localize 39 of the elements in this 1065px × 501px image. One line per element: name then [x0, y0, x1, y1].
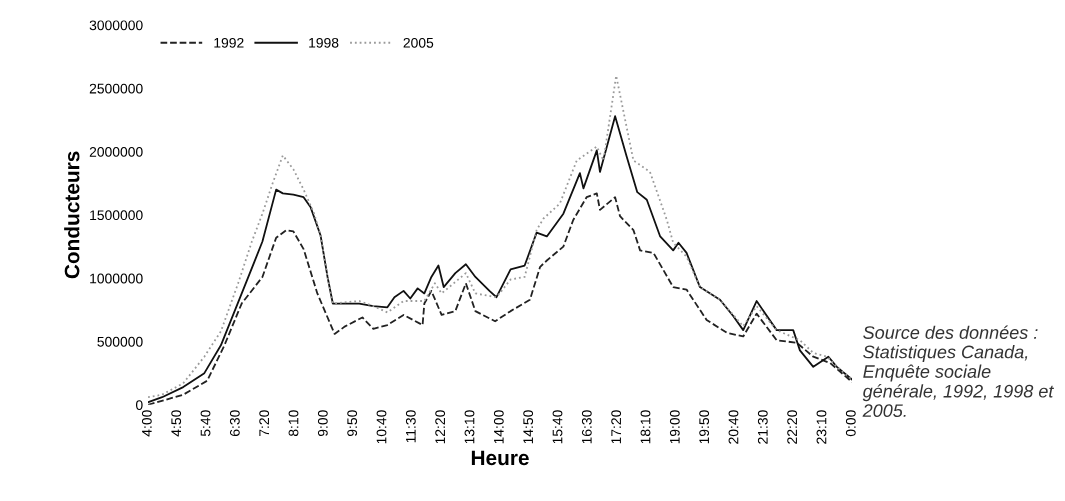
y-tick-label: 2000000	[89, 146, 143, 157]
x-tick-label: 4:50	[171, 410, 182, 437]
y-tick-label: 0	[135, 400, 143, 410]
x-tick-label: 18:10	[640, 410, 651, 444]
x-tick-label: 9:00	[317, 410, 328, 437]
x-tick-label: 10:40	[376, 410, 387, 444]
legend-label: 2005	[403, 37, 434, 48]
x-tick-label: 15:40	[552, 410, 563, 444]
y-tick-label: 1000000	[90, 273, 143, 284]
x-tick-label: 11:30	[405, 410, 416, 443]
y-tick-label: 2500000	[89, 83, 143, 94]
y-tick-label: 500000	[97, 336, 143, 347]
x-tick-label: 13:10	[464, 410, 475, 444]
x-tick-label: 0:00	[845, 410, 856, 437]
x-tick-label: 4:00	[141, 410, 152, 437]
x-tick-label: 8:10	[288, 410, 299, 437]
x-tick-label: 14:50	[523, 410, 534, 444]
source-note: Source des données : Statistiques Canada, Enquête sociale générale, 1992, 1998 et 2005.	[862, 325, 1055, 418]
x-tick-label: 9:50	[347, 410, 358, 437]
x-tick-label: 19:50	[699, 410, 710, 444]
x-axis-title: Heure	[471, 450, 529, 466]
line-series	[148, 192, 852, 405]
x-tick-label: 5:40	[200, 410, 211, 437]
x-tick-label: 7:20	[259, 410, 270, 436]
legend-label: 1998	[309, 37, 339, 48]
x-tick-label: 6:30	[229, 410, 240, 436]
x-tick-label: 17:20	[611, 410, 622, 444]
x-tick-label: 23:10	[816, 410, 827, 444]
y-tick-label: 3000000	[89, 20, 143, 31]
x-tick-label: 14:00	[493, 410, 504, 444]
y-tick-label: 1500000	[90, 210, 143, 221]
x-tick-label: 20:40	[728, 410, 739, 444]
legend-label: 1992	[214, 37, 244, 48]
x-tick-label: 21:30	[757, 410, 768, 444]
x-tick-label: 22:20	[787, 410, 798, 444]
x-tick-label: 12:20	[435, 410, 446, 444]
x-tick-label: 19:00	[669, 410, 680, 444]
x-tick-label: 16:30	[581, 410, 592, 444]
y-axis-title: Conducteurs	[64, 151, 80, 279]
